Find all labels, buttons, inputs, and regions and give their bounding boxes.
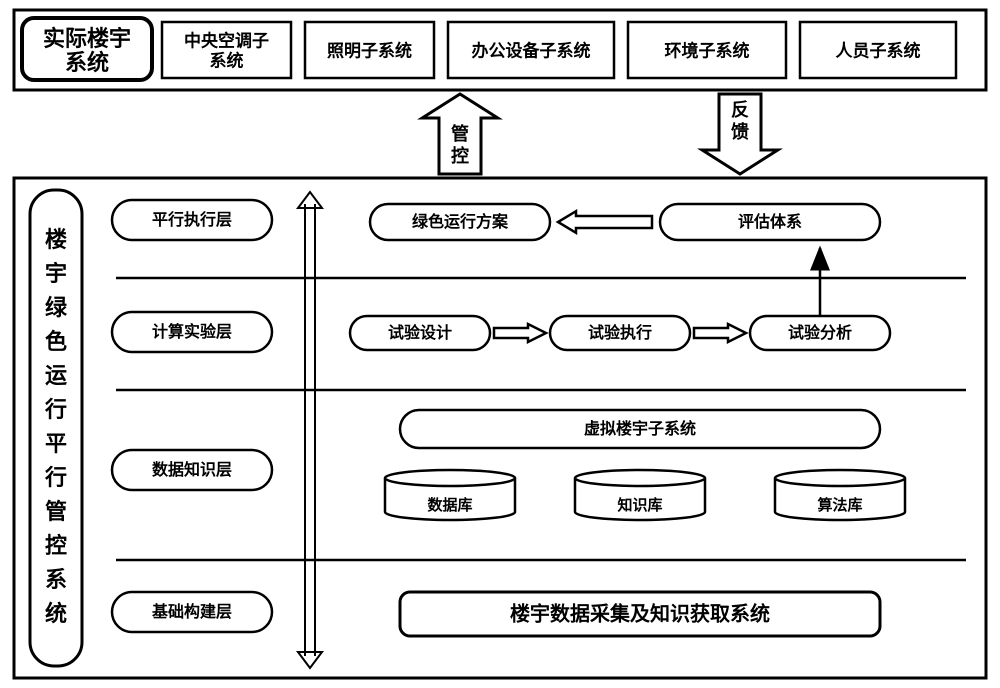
side-char-2: 绿 [45, 295, 68, 320]
side-char-10: 系 [45, 567, 67, 592]
exp-analysis-label: 试验分析 [788, 323, 852, 342]
side-char-3: 色 [45, 329, 67, 354]
layer-label-2-label: 数据知识层 [152, 460, 232, 479]
exp-design-label: 试验设计 [388, 323, 452, 342]
arrow-up-char-1: 控 [451, 145, 469, 166]
arrow-down-char-0: 反 [731, 100, 749, 120]
arrow-down-char-1: 馈 [731, 121, 749, 142]
layer-label-1-label: 计算实验层 [152, 322, 232, 341]
top-title-2: 系统 [65, 50, 109, 75]
bottom-container [14, 178, 986, 678]
arrow-up-char-0: 管 [451, 123, 469, 144]
alg-cyl-label: 算法库 [817, 496, 862, 514]
subsystem-2-t: 办公设备子系统 [472, 40, 591, 60]
side-char-7: 行 [44, 465, 67, 490]
side-char-9: 控 [45, 533, 67, 558]
exp-exec-label: 试验执行 [588, 323, 652, 342]
side-char-4: 运 [45, 363, 67, 388]
side-char-8: 管 [45, 499, 67, 524]
layer-label-0-label: 平行执行层 [152, 210, 232, 229]
side-char-11: 统 [45, 601, 67, 626]
eval-sys-label: 评估体系 [738, 212, 802, 231]
virtual-subsystem-label: 虚拟楼宇子系统 [584, 419, 696, 438]
side-char-6: 平 [45, 431, 67, 456]
layer-label-3-label: 基础构建层 [151, 602, 232, 621]
subsystem-4-t: 人员子系统 [836, 40, 921, 60]
side-char-5: 行 [44, 397, 67, 422]
green-plan-label: 绿色运行方案 [412, 212, 509, 231]
subsystem-0-l1: 中央空调子 [184, 30, 269, 50]
subsystem-3-t: 环境子系统 [665, 40, 750, 60]
foundation-label: 楼宇数据采集及知识获取系统 [510, 601, 770, 625]
kb-cyl-label: 知识库 [617, 496, 662, 514]
subsystem-0-l2: 系统 [210, 50, 244, 70]
side-char-0: 楼 [45, 227, 67, 252]
subsystem-1-t: 照明子系统 [327, 40, 412, 60]
top-title-1: 实际楼宇 [43, 26, 131, 51]
side-char-1: 宇 [45, 261, 67, 286]
db-cyl-label: 数据库 [427, 496, 472, 514]
